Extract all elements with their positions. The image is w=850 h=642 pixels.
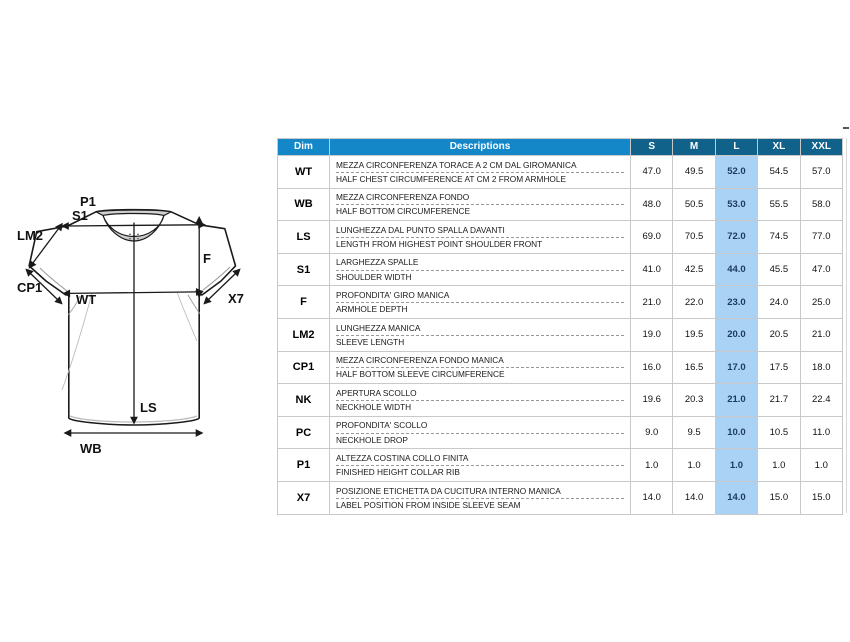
svg-text:X7: X7 [228, 291, 244, 306]
svg-text:F: F [203, 251, 211, 266]
svg-text:P1: P1 [80, 194, 96, 209]
svg-text:WT: WT [76, 292, 96, 307]
svg-text:LM2: LM2 [17, 228, 43, 243]
svg-text:WB: WB [80, 441, 102, 456]
svg-text:S1: S1 [72, 208, 88, 223]
svg-text:LS: LS [140, 400, 157, 415]
svg-text:CP1: CP1 [17, 280, 42, 295]
